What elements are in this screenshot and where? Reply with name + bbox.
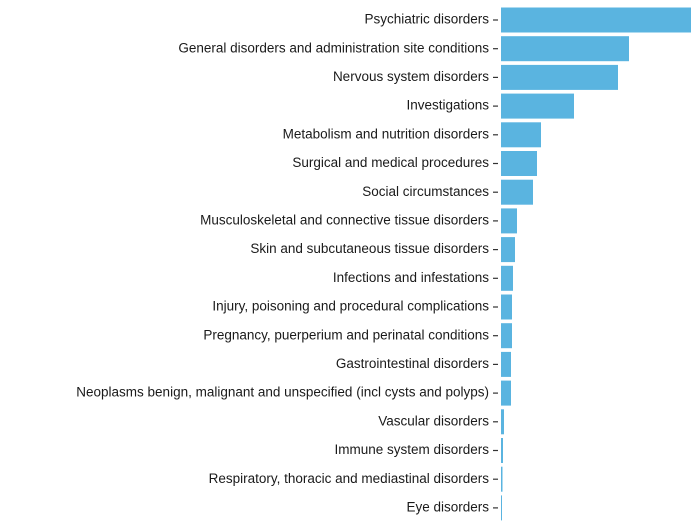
category-label-social-circumstances: Social circumstances [362, 184, 489, 199]
bar-skin-and-subcutaneous-tissue-disorders [501, 237, 515, 263]
bar-general-disorders-and-administration-site-conditions [501, 36, 629, 62]
bar-social-circumstances [501, 179, 533, 205]
category-label-respiratory-thoracic-and-mediastinal-disorders: Respiratory, thoracic and mediastinal di… [209, 471, 490, 486]
bar-immune-system-disorders [501, 438, 503, 463]
bar-respiratory-thoracic-and-mediastinal-disorders [501, 466, 503, 492]
category-label-pregnancy-puerperium-and-perinatal-conditions: Pregnancy, puerperium and perinatal cond… [203, 327, 489, 342]
category-label-vascular-disorders: Vascular disorders [378, 413, 489, 428]
bar-psychiatric-disorders [501, 7, 691, 33]
bar-neoplasms-benign-malignant-and-unspecified-incl-cysts-and-polyps [501, 380, 511, 406]
category-label-surgical-and-medical-procedures: Surgical and medical procedures [292, 155, 489, 170]
category-ticks [493, 19, 498, 509]
bar-surgical-and-medical-procedures [501, 151, 537, 176]
bar-gastrointestinal-disorders [501, 351, 511, 377]
category-label-metabolism-and-nutrition-disorders: Metabolism and nutrition disorders [283, 126, 490, 141]
category-label-skin-and-subcutaneous-tissue-disorders: Skin and subcutaneous tissue disorders [250, 241, 489, 256]
category-label-immune-system-disorders: Immune system disorders [334, 442, 489, 457]
category-label-infections-and-infestations: Infections and infestations [333, 270, 489, 285]
bars [501, 7, 691, 521]
bar-injury-poisoning-and-procedural-complications [501, 294, 512, 320]
bar-eye-disorders [501, 495, 502, 521]
category-label-nervous-system-disorders: Nervous system disorders [333, 69, 489, 84]
category-label-general-disorders-and-administration-site-conditions: General disorders and administration sit… [178, 40, 489, 55]
bar-vascular-disorders [501, 409, 504, 435]
category-label-neoplasms-benign-malignant-and-unspecified-incl-cysts-and-polyps: Neoplasms benign, malignant and unspecif… [76, 385, 489, 400]
bar-musculoskeletal-and-connective-tissue-disorders [501, 208, 517, 234]
category-label-gastrointestinal-disorders: Gastrointestinal disorders [336, 356, 489, 371]
category-label-musculoskeletal-and-connective-tissue-disorders: Musculoskeletal and connective tissue di… [200, 212, 489, 227]
category-label-psychiatric-disorders: Psychiatric disorders [364, 12, 489, 27]
bar-nervous-system-disorders [501, 64, 618, 90]
category-label-investigations: Investigations [406, 98, 489, 113]
category-label-eye-disorders: Eye disorders [406, 499, 489, 514]
bar-metabolism-and-nutrition-disorders [501, 122, 541, 148]
bar-infections-and-infestations [501, 265, 513, 291]
category-label-injury-poisoning-and-procedural-complications: Injury, poisoning and procedural complic… [212, 299, 489, 314]
category-labels: Psychiatric disorders General disorders a… [76, 12, 489, 515]
bar-pregnancy-puerperium-and-perinatal-conditions [501, 323, 512, 349]
bar-investigations [501, 93, 574, 119]
